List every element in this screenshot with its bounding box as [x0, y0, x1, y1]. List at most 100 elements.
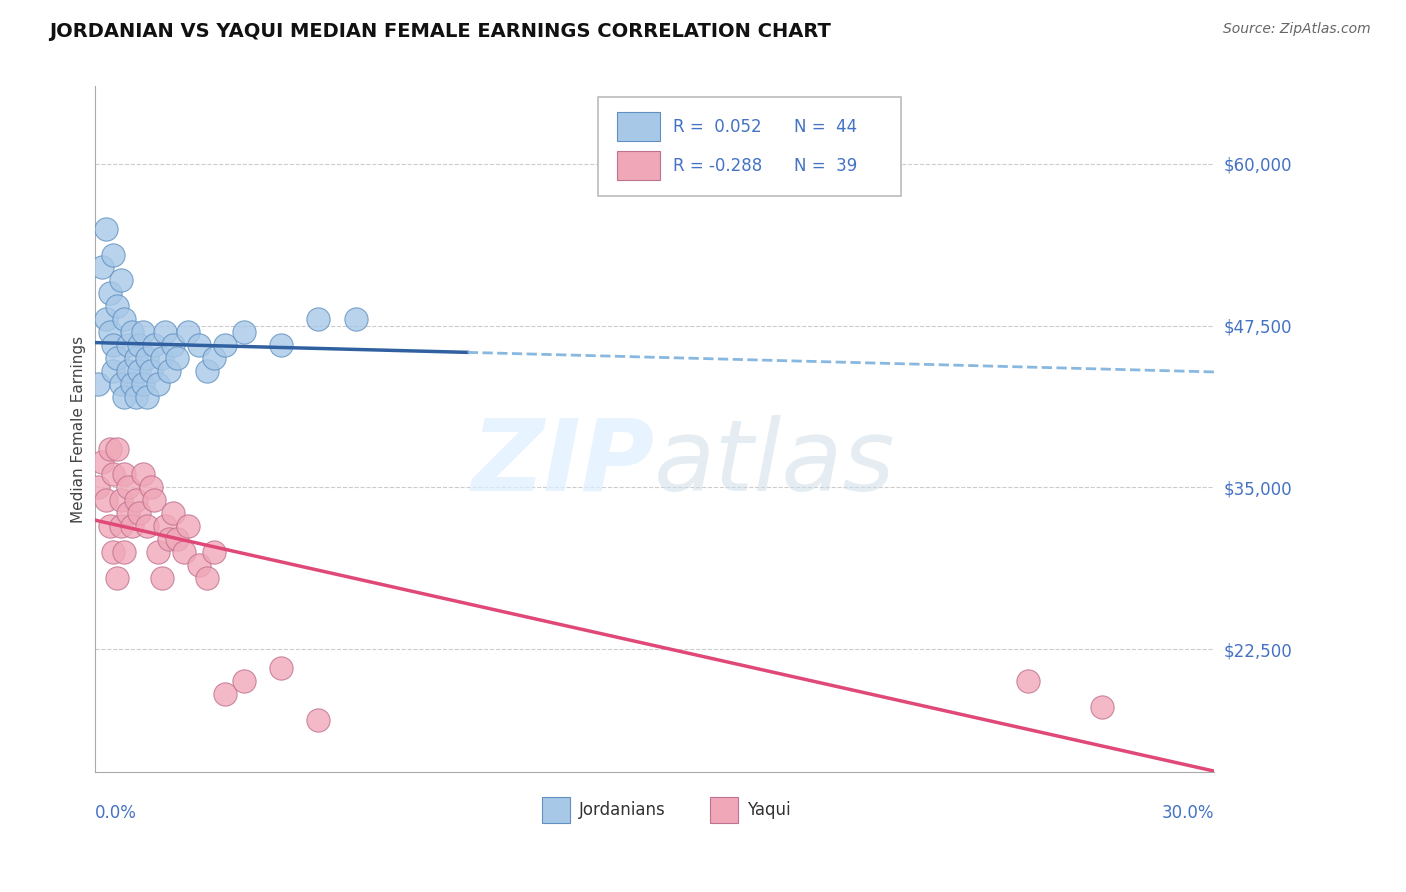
Point: [98, 519, 121, 533]
Point: [308, 312, 330, 326]
Point: [112, 312, 135, 326]
Point: [94, 312, 117, 326]
Point: [103, 545, 125, 559]
Point: [188, 338, 211, 352]
Point: [105, 442, 128, 456]
Point: [143, 338, 166, 352]
Point: [135, 519, 157, 533]
Y-axis label: Median Female Earnings: Median Female Earnings: [72, 335, 86, 523]
Point: [124, 493, 146, 508]
Point: [128, 338, 150, 352]
Point: [124, 390, 146, 404]
FancyBboxPatch shape: [599, 96, 901, 196]
Point: [146, 545, 169, 559]
Text: N =  39: N = 39: [794, 157, 858, 175]
Point: [1091, 700, 1114, 714]
Point: [139, 364, 162, 378]
Bar: [617, 152, 659, 180]
Point: [344, 312, 367, 326]
Point: [110, 519, 132, 533]
Point: [128, 364, 150, 378]
Point: [112, 545, 135, 559]
Point: [270, 661, 292, 675]
Bar: [543, 797, 571, 823]
Point: [150, 351, 173, 365]
Point: [112, 467, 135, 482]
Point: [105, 351, 128, 365]
Point: [103, 364, 125, 378]
Point: [110, 273, 132, 287]
Point: [146, 376, 169, 391]
Point: [121, 519, 143, 533]
Point: [103, 247, 125, 261]
Point: [91, 454, 114, 468]
Point: [87, 480, 110, 494]
Point: [166, 351, 188, 365]
Point: [166, 532, 188, 546]
Point: [91, 260, 114, 275]
Text: ZIP: ZIP: [471, 415, 654, 512]
Point: [94, 221, 117, 235]
Point: [157, 532, 180, 546]
Point: [232, 674, 254, 689]
Point: [98, 325, 121, 339]
Bar: [710, 797, 738, 823]
Point: [177, 325, 200, 339]
Point: [214, 338, 236, 352]
Point: [162, 338, 184, 352]
Point: [173, 545, 195, 559]
Point: [135, 390, 157, 404]
Text: R = -0.288: R = -0.288: [673, 157, 762, 175]
Point: [214, 687, 236, 701]
Point: [270, 338, 292, 352]
Point: [232, 325, 254, 339]
Point: [121, 325, 143, 339]
Point: [103, 467, 125, 482]
Point: [121, 376, 143, 391]
Point: [105, 571, 128, 585]
Point: [98, 442, 121, 456]
Point: [139, 480, 162, 494]
Point: [1017, 674, 1039, 689]
Point: [155, 519, 177, 533]
Point: [132, 467, 155, 482]
Text: Source: ZipAtlas.com: Source: ZipAtlas.com: [1223, 22, 1371, 37]
Text: 30.0%: 30.0%: [1161, 805, 1215, 822]
Point: [135, 351, 157, 365]
Point: [117, 480, 139, 494]
Point: [157, 364, 180, 378]
Text: Jordanians: Jordanians: [579, 801, 666, 820]
Point: [132, 325, 155, 339]
Text: atlas: atlas: [654, 415, 896, 512]
Point: [87, 376, 110, 391]
Point: [177, 519, 200, 533]
Point: [128, 506, 150, 520]
Point: [117, 364, 139, 378]
Point: [124, 351, 146, 365]
Point: [202, 351, 225, 365]
Point: [162, 506, 184, 520]
Text: 0.0%: 0.0%: [94, 805, 136, 822]
Point: [98, 286, 121, 301]
Point: [308, 713, 330, 727]
Point: [94, 493, 117, 508]
Point: [110, 376, 132, 391]
Bar: [617, 112, 659, 141]
Point: [202, 545, 225, 559]
Point: [150, 571, 173, 585]
Point: [195, 571, 218, 585]
Point: [188, 558, 211, 572]
Point: [110, 493, 132, 508]
Point: [103, 338, 125, 352]
Point: [117, 338, 139, 352]
Point: [117, 506, 139, 520]
Text: Yaqui: Yaqui: [747, 801, 792, 820]
Text: JORDANIAN VS YAQUI MEDIAN FEMALE EARNINGS CORRELATION CHART: JORDANIAN VS YAQUI MEDIAN FEMALE EARNING…: [49, 22, 831, 41]
Point: [155, 325, 177, 339]
Text: R =  0.052: R = 0.052: [673, 118, 762, 136]
Text: N =  44: N = 44: [794, 118, 858, 136]
Point: [112, 390, 135, 404]
Point: [132, 376, 155, 391]
Point: [195, 364, 218, 378]
Point: [105, 299, 128, 313]
